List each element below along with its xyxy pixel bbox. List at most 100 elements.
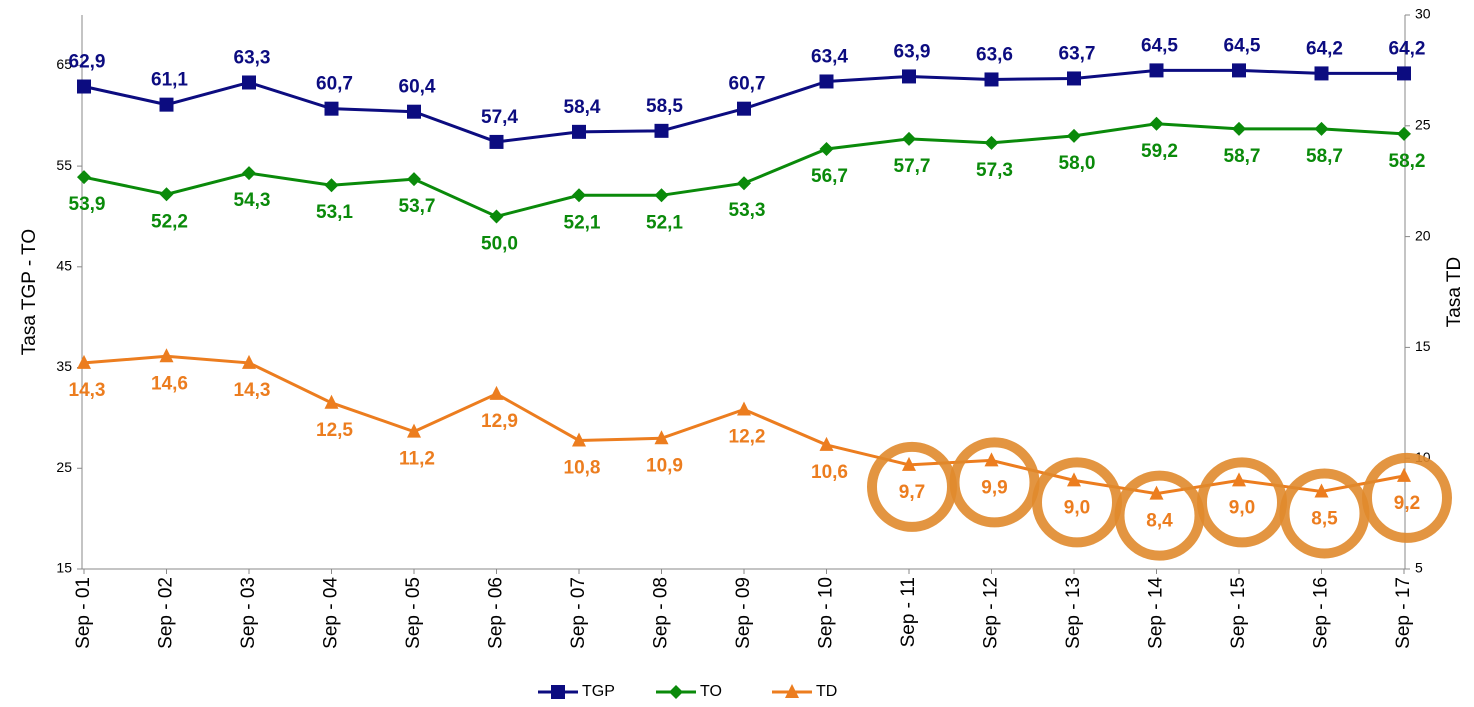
marker bbox=[984, 452, 999, 467]
marker bbox=[902, 131, 916, 146]
value-label: 63,6 bbox=[976, 44, 1013, 65]
y-axis-title: Tasa TGP - TO bbox=[19, 229, 40, 355]
value-label: 11,2 bbox=[399, 449, 435, 470]
x-tick-label: Sep - 11 bbox=[898, 577, 919, 647]
value-label: 53,9 bbox=[69, 194, 106, 215]
value-label: 59,2 bbox=[1141, 141, 1178, 162]
value-label: 9,7 bbox=[899, 482, 925, 503]
value-label: 58,2 bbox=[1389, 151, 1426, 172]
value-label: 54,3 bbox=[234, 190, 271, 211]
marker bbox=[819, 74, 834, 89]
marker bbox=[1397, 126, 1411, 141]
marker bbox=[737, 101, 751, 116]
marker bbox=[77, 79, 91, 94]
value-label: 60,7 bbox=[316, 74, 353, 95]
value-label: 8,4 bbox=[1146, 511, 1173, 532]
marker bbox=[489, 209, 504, 224]
marker bbox=[1397, 467, 1411, 482]
marker bbox=[324, 178, 339, 193]
marker bbox=[902, 69, 916, 84]
value-label: 64,5 bbox=[1224, 35, 1261, 56]
marker bbox=[489, 385, 504, 400]
y2-tick-label: 20 bbox=[1415, 227, 1431, 243]
marker bbox=[1067, 472, 1081, 487]
x-tick-label: Sep - 16 bbox=[1311, 577, 1332, 649]
value-label: 12,5 bbox=[316, 420, 353, 441]
marker bbox=[902, 456, 916, 471]
x-tick-label: Sep - 06 bbox=[486, 577, 507, 649]
x-tick-label: Sep - 04 bbox=[321, 577, 342, 649]
marker bbox=[572, 432, 586, 447]
value-label: 52,1 bbox=[564, 212, 601, 233]
value-label: 64,2 bbox=[1389, 38, 1426, 59]
marker bbox=[1232, 472, 1246, 487]
x-tick-label: Sep - 01 bbox=[73, 577, 94, 649]
value-label: 10,9 bbox=[646, 455, 683, 476]
value-label: 12,2 bbox=[729, 426, 766, 447]
marker bbox=[159, 187, 174, 202]
value-label: 9,0 bbox=[1229, 497, 1255, 518]
value-label: 58,7 bbox=[1224, 146, 1261, 167]
value-label: 57,3 bbox=[976, 160, 1013, 181]
marker bbox=[1149, 63, 1164, 78]
y-tick-label: 25 bbox=[56, 459, 72, 475]
x-tick-label: Sep - 13 bbox=[1063, 577, 1084, 649]
marker bbox=[242, 166, 256, 181]
marker bbox=[1314, 66, 1329, 81]
marker bbox=[551, 685, 565, 699]
marker bbox=[1067, 71, 1081, 86]
value-label: 63,9 bbox=[894, 41, 931, 62]
value-label: 14,6 bbox=[151, 373, 188, 394]
value-label: 12,9 bbox=[481, 411, 518, 432]
marker bbox=[324, 394, 339, 409]
y-tick-label: 55 bbox=[56, 157, 72, 173]
series: 14,3 14,6 14,3 12,5 11,2 12,9 10,8 10,9 12,2 10,6… bbox=[69, 348, 1452, 561]
marker bbox=[324, 101, 339, 116]
marker bbox=[407, 172, 421, 187]
x-tick-label: Sep - 08 bbox=[651, 577, 672, 649]
marker bbox=[737, 401, 751, 416]
value-label: 60,7 bbox=[729, 74, 766, 95]
x-tick-label: Sep - 12 bbox=[981, 577, 1002, 649]
marker bbox=[1397, 66, 1411, 81]
value-label: 14,3 bbox=[234, 380, 271, 401]
value-label: 58,5 bbox=[646, 96, 683, 117]
line bbox=[83, 354, 1405, 496]
value-label: 58,0 bbox=[1059, 153, 1096, 174]
value-label: 64,5 bbox=[1141, 35, 1178, 56]
value-label: 9,0 bbox=[1064, 497, 1090, 518]
marker bbox=[77, 354, 91, 369]
marker bbox=[1149, 485, 1164, 500]
x-tick-label: Sep - 09 bbox=[733, 577, 754, 649]
value-label: 52,2 bbox=[151, 211, 188, 232]
y-tick-label: 15 bbox=[56, 560, 72, 576]
marker bbox=[489, 134, 504, 149]
highlight-circle bbox=[1279, 468, 1370, 559]
x-tick-label: Sep - 17 bbox=[1393, 577, 1414, 649]
value-label: 60,4 bbox=[399, 77, 436, 98]
value-label: 63,3 bbox=[234, 48, 271, 69]
marker bbox=[242, 354, 256, 369]
marker bbox=[654, 123, 669, 138]
x-tick-label: Sep - 05 bbox=[403, 577, 424, 649]
x-tick-label: Sep - 15 bbox=[1228, 577, 1249, 649]
value-label: 53,7 bbox=[399, 196, 436, 217]
value-label: 9,9 bbox=[981, 477, 1007, 498]
y2-tick-label: 30 bbox=[1415, 6, 1431, 22]
value-label: 10,6 bbox=[811, 462, 848, 483]
x-tick-label: Sep - 14 bbox=[1146, 577, 1167, 649]
marker bbox=[984, 135, 999, 150]
marker bbox=[654, 188, 669, 203]
value-label: 8,5 bbox=[1311, 508, 1338, 529]
value-label: 57,7 bbox=[894, 156, 931, 177]
series: 53,9 52,2 54,3 53,1 53,7 50,0 52,1 52,1 53,3 56,7… bbox=[69, 116, 1426, 254]
value-label: 63,4 bbox=[811, 46, 848, 67]
marker bbox=[737, 176, 751, 191]
value-label: 58,4 bbox=[564, 97, 601, 118]
value-label: 50,0 bbox=[481, 233, 518, 254]
value-label: 9,2 bbox=[1394, 493, 1420, 514]
value-label: 14,3 bbox=[69, 380, 106, 401]
marker bbox=[1232, 63, 1246, 78]
marker bbox=[819, 141, 834, 156]
value-label: 57,4 bbox=[481, 107, 518, 128]
